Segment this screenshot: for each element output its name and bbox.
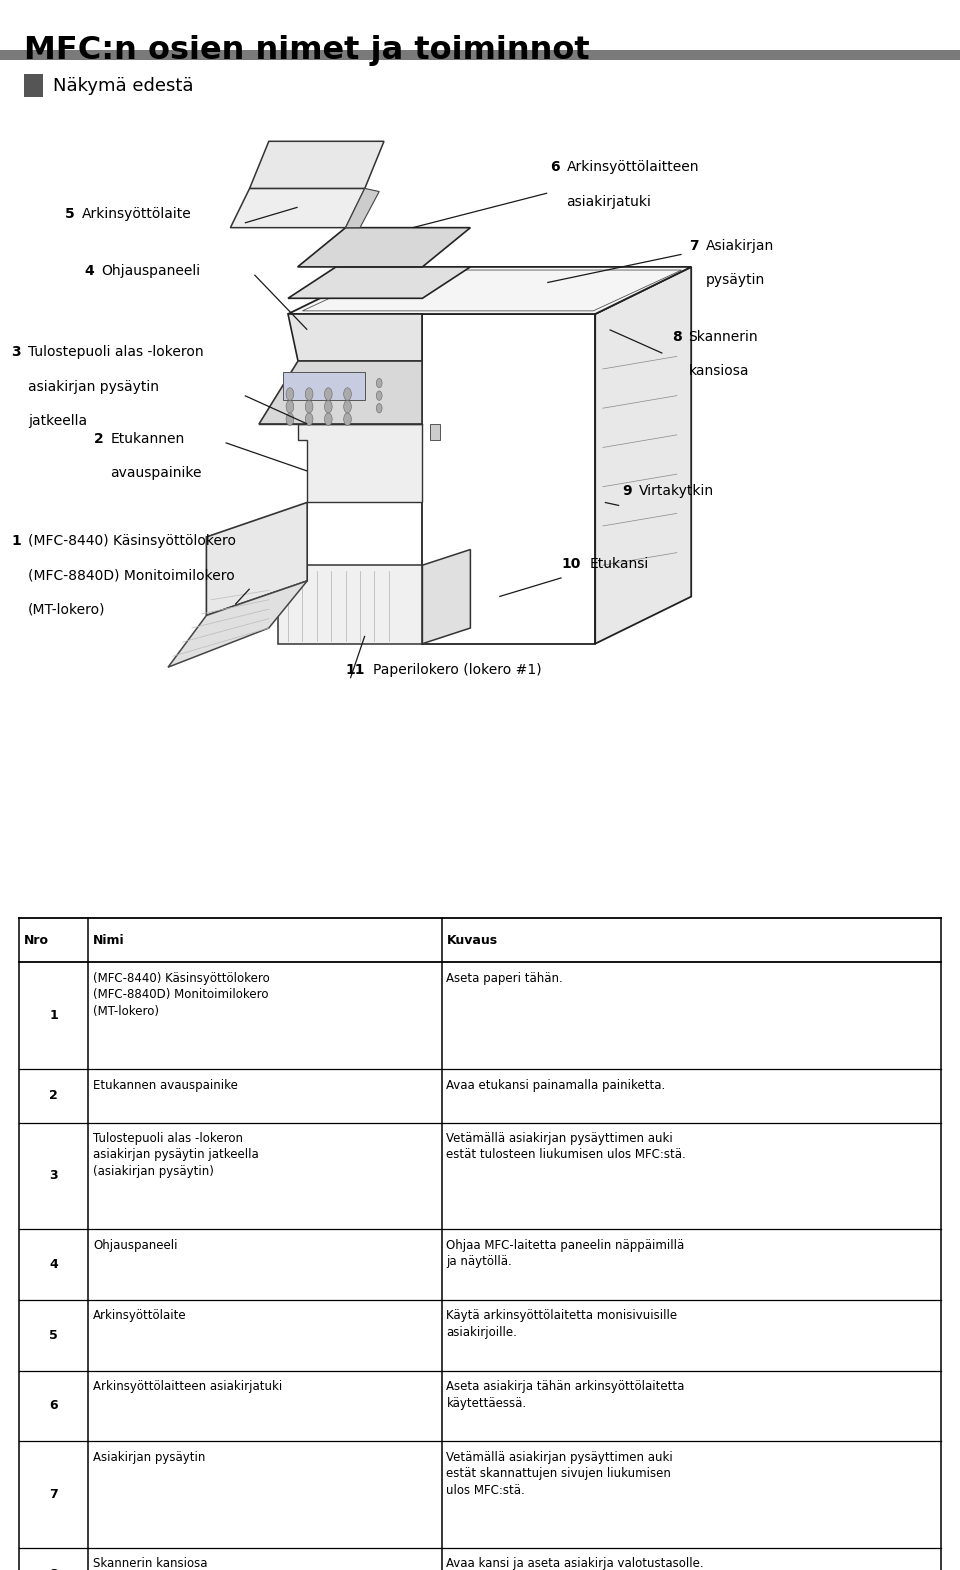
Text: Arkinsyöttölaitteen asiakirjatuki: Arkinsyöttölaitteen asiakirjatuki [93, 1380, 282, 1393]
Text: 1: 1 [49, 1010, 59, 1022]
Text: Etukannen: Etukannen [110, 432, 184, 446]
Bar [0, 50, 960, 60]
Text: kansiosa: kansiosa [688, 364, 749, 378]
Circle shape [324, 400, 332, 413]
Circle shape [286, 413, 294, 425]
Polygon shape [250, 141, 384, 188]
Polygon shape [298, 228, 470, 267]
Text: (MFC-8840D) Monitoimilokero: (MFC-8840D) Monitoimilokero [28, 568, 234, 582]
Text: asiakirjan pysäytin: asiakirjan pysäytin [28, 380, 158, 394]
Text: 8: 8 [672, 330, 682, 344]
Text: Skannerin kansiosa: Skannerin kansiosa [93, 1557, 207, 1570]
Text: Vetämällä asiakirjan pysäyttimen auki
estät tulosteen liukumisen ulos MFC:stä.: Vetämällä asiakirjan pysäyttimen auki es… [446, 1132, 686, 1162]
Text: 3: 3 [12, 345, 21, 360]
Text: 5: 5 [49, 1328, 59, 1342]
Polygon shape [288, 267, 470, 298]
Polygon shape [278, 565, 422, 644]
Polygon shape [288, 267, 691, 314]
Text: 6: 6 [550, 160, 560, 174]
Text: asiakirjatuki: asiakirjatuki [566, 195, 651, 209]
Text: 1: 1 [12, 534, 21, 548]
Text: Nimi: Nimi [93, 934, 125, 947]
Polygon shape [230, 188, 365, 228]
Text: Aseta paperi tähän.: Aseta paperi tähän. [446, 972, 564, 984]
Text: Avaa etukansi painamalla painiketta.: Avaa etukansi painamalla painiketta. [446, 1079, 665, 1091]
Text: Ohjaa MFC-laitetta paneelin näppäimillä
ja näytöllä.: Ohjaa MFC-laitetta paneelin näppäimillä … [446, 1239, 684, 1269]
Text: Virtakytkin: Virtakytkin [638, 484, 713, 498]
Text: Skannerin: Skannerin [688, 330, 758, 344]
Text: Vetämällä asiakirjan pysäyttimen auki
estät skannattujen sivujen liukumisen
ulos: Vetämällä asiakirjan pysäyttimen auki es… [446, 1451, 673, 1496]
Text: 2: 2 [49, 1090, 59, 1102]
Text: 4: 4 [84, 264, 94, 278]
Text: Etukansi: Etukansi [589, 557, 649, 571]
Text: Ohjauspaneeli: Ohjauspaneeli [93, 1239, 178, 1251]
Text: 3: 3 [50, 1170, 58, 1182]
Text: Arkinsyöttölaitteen: Arkinsyöttölaitteen [566, 160, 699, 174]
Text: Arkinsyöttölaite: Arkinsyöttölaite [93, 1309, 187, 1322]
Text: (MT-lokero): (MT-lokero) [28, 603, 106, 617]
Polygon shape [288, 314, 422, 361]
Bar [430, 424, 440, 440]
Text: 7: 7 [49, 1488, 59, 1501]
Text: Asiakirjan pysäytin: Asiakirjan pysäytin [93, 1451, 205, 1463]
Text: 11: 11 [346, 663, 365, 677]
Polygon shape [168, 581, 307, 667]
Text: (MFC-8440) Käsinsyöttölokero
(MFC-8840D) Monitoimilokero
(MT-lokero): (MFC-8440) Käsinsyöttölokero (MFC-8840D)… [93, 972, 270, 1017]
Text: 2: 2 [94, 432, 104, 446]
Text: Tulostepuoli alas -lokeron: Tulostepuoli alas -lokeron [28, 345, 204, 360]
Text: avauspainike: avauspainike [110, 466, 202, 480]
Text: Kuvaus: Kuvaus [446, 934, 497, 947]
Polygon shape [206, 502, 307, 615]
Text: 9: 9 [622, 484, 632, 498]
Text: Ohjauspaneeli: Ohjauspaneeli [101, 264, 200, 278]
Text: Arkinsyöttölaite: Arkinsyöttölaite [82, 207, 191, 221]
Circle shape [376, 403, 382, 413]
Polygon shape [595, 267, 691, 644]
Text: Näkymä edestä: Näkymä edestä [53, 77, 193, 94]
Bar [24, 74, 43, 97]
Polygon shape [259, 361, 422, 424]
Text: 5: 5 [65, 207, 75, 221]
Text: Käytä arkinsyöttölaitetta monisivuisille
asiakirjoille.: Käytä arkinsyöttölaitetta monisivuisille… [446, 1309, 678, 1339]
Text: 4: 4 [49, 1258, 59, 1272]
Text: MFC:n osien nimet ja toiminnot: MFC:n osien nimet ja toiminnot [24, 35, 589, 66]
Circle shape [286, 388, 294, 400]
Circle shape [286, 400, 294, 413]
Circle shape [324, 413, 332, 425]
Text: Avaa kansi ja aseta asiakirja valotustasolle.: Avaa kansi ja aseta asiakirja valotustas… [446, 1557, 704, 1570]
Polygon shape [422, 550, 470, 644]
Polygon shape [422, 267, 691, 314]
Text: 10: 10 [562, 557, 581, 571]
Polygon shape [298, 424, 422, 502]
Text: 8: 8 [50, 1568, 58, 1570]
Text: 6: 6 [50, 1399, 58, 1413]
Text: pysäytin: pysäytin [706, 273, 765, 287]
Text: Paperilokero (lokero #1): Paperilokero (lokero #1) [373, 663, 542, 677]
Circle shape [376, 378, 382, 388]
Circle shape [344, 388, 351, 400]
Circle shape [344, 400, 351, 413]
Text: jatkeella: jatkeella [28, 414, 87, 429]
Circle shape [305, 413, 313, 425]
Polygon shape [346, 188, 379, 228]
Text: Tulostepuoli alas -lokeron
asiakirjan pysäytin jatkeella
(asiakirjan pysäytin): Tulostepuoli alas -lokeron asiakirjan py… [93, 1132, 259, 1178]
Text: Aseta asiakirja tähän arkinsyöttölaitetta
käytettäessä.: Aseta asiakirja tähän arkinsyöttölaitett… [446, 1380, 684, 1410]
Polygon shape [422, 314, 595, 644]
Circle shape [344, 413, 351, 425]
Text: Nro: Nro [24, 934, 49, 947]
Text: Asiakirjan: Asiakirjan [706, 239, 774, 253]
Text: (MFC-8440) Käsinsyöttölokero: (MFC-8440) Käsinsyöttölokero [28, 534, 236, 548]
Circle shape [305, 400, 313, 413]
Circle shape [376, 391, 382, 400]
Bar [283, 372, 365, 400]
Circle shape [324, 388, 332, 400]
Circle shape [305, 388, 313, 400]
Text: 7: 7 [689, 239, 699, 253]
Text: Etukannen avauspainike: Etukannen avauspainike [93, 1079, 238, 1091]
